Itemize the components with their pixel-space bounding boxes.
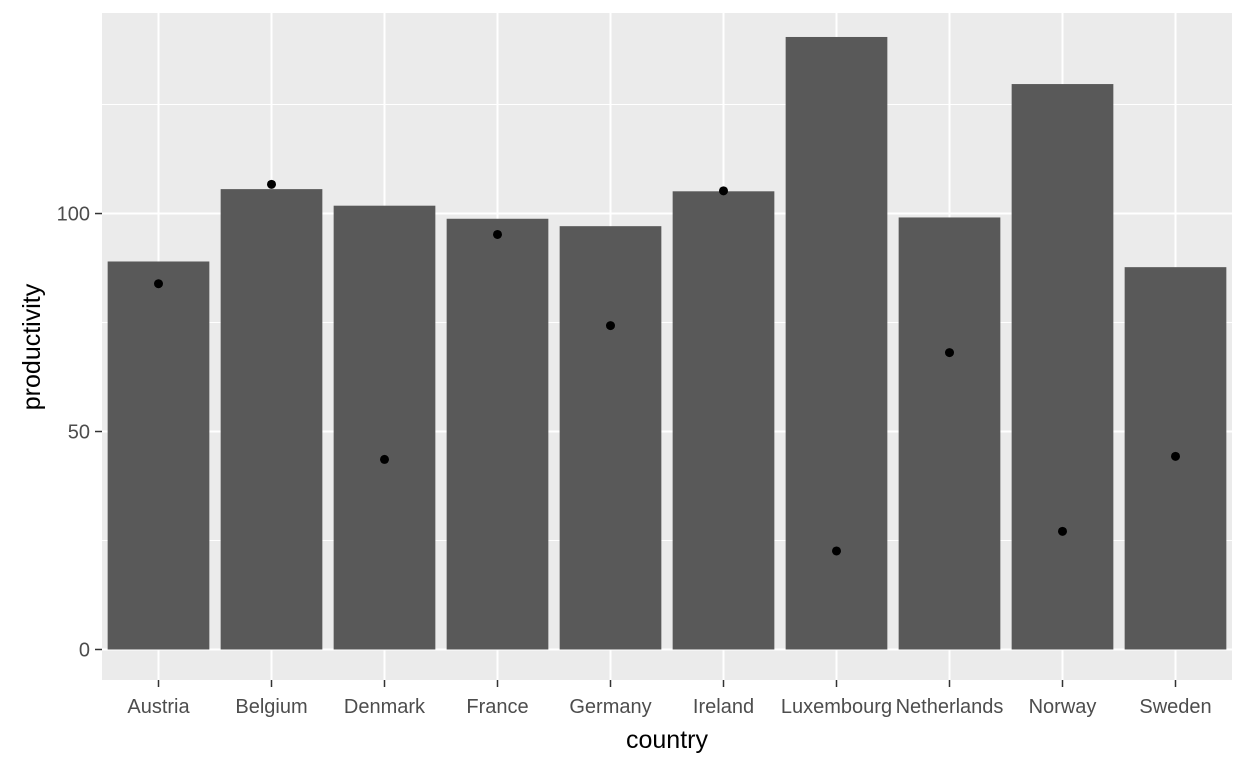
point-sweden <box>1171 451 1180 461</box>
y-tick-label: 0 <box>79 639 90 661</box>
point-belgium <box>267 179 276 189</box>
bar-germany <box>559 226 662 650</box>
x-tick-label: Luxembourg <box>781 696 892 718</box>
x-axis-title: country <box>626 726 708 754</box>
x-tick-label: Netherlands <box>896 696 1004 718</box>
point-germany <box>606 321 615 331</box>
x-tick-label: Ireland <box>693 696 754 718</box>
bar-denmark <box>333 205 436 650</box>
y-tick-label: 100 <box>57 204 90 226</box>
bar-norway <box>1011 84 1114 650</box>
bar-luxembourg <box>785 36 888 650</box>
bar-austria <box>107 261 210 650</box>
x-axis: Austria Belgium Denmark France Germany Irelan… <box>127 680 1212 718</box>
point-austria <box>154 279 163 289</box>
bar-france <box>446 218 549 650</box>
y-axis-title: productivity <box>18 283 46 410</box>
point-denmark <box>380 454 389 464</box>
point-ireland <box>719 186 728 196</box>
point-netherlands <box>945 348 954 358</box>
point-france <box>493 229 502 239</box>
bar-belgium <box>220 189 323 650</box>
x-tick-label: France <box>466 696 528 718</box>
x-tick-label: Denmark <box>344 696 426 718</box>
x-tick-label: Austria <box>127 696 190 718</box>
x-tick-label: Norway <box>1029 696 1097 718</box>
x-tick-label: Belgium <box>235 696 307 718</box>
points <box>154 179 1180 556</box>
point-luxembourg <box>832 546 841 556</box>
bar-ireland <box>672 191 775 650</box>
point-norway <box>1058 526 1067 536</box>
y-axis: 0 50 100 <box>57 204 102 661</box>
x-tick-label: Germany <box>569 696 651 718</box>
bar-netherlands <box>898 217 1001 650</box>
y-tick-label: 50 <box>68 422 90 444</box>
x-tick-label: Sweden <box>1139 696 1211 718</box>
